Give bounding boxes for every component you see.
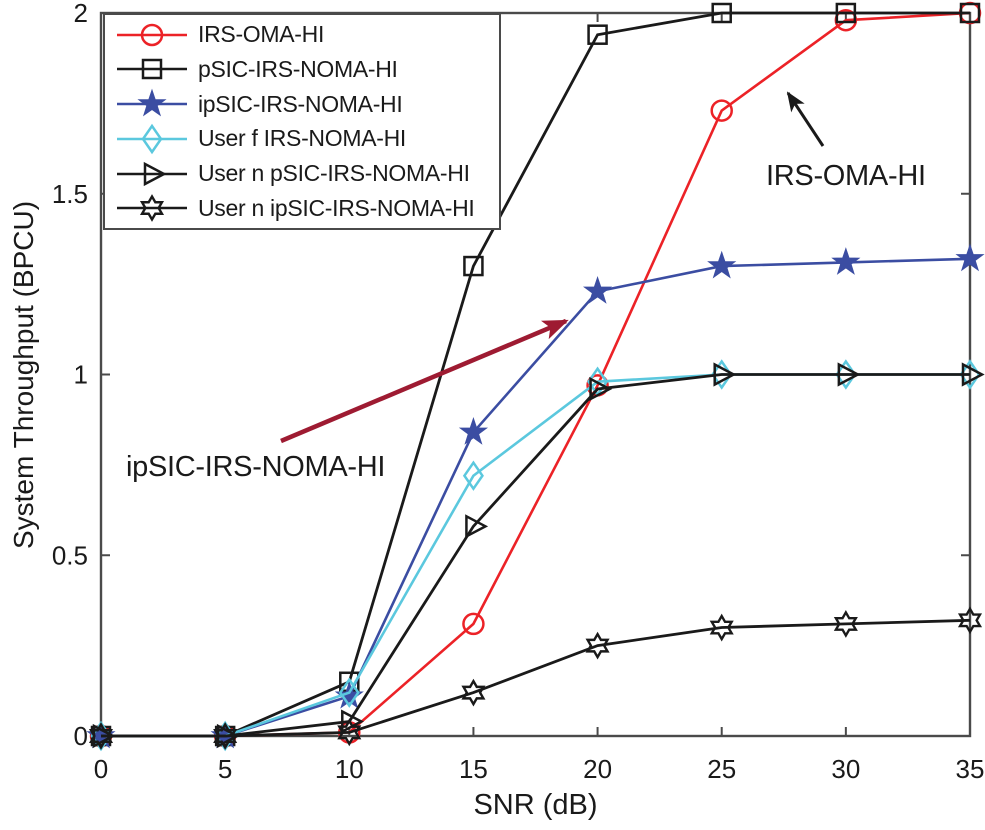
- star5-marker-sample-icon: [117, 88, 187, 117]
- square-marker-sample-icon: [117, 59, 187, 80]
- y-axis-label: System Throughput (BPCU): [8, 200, 39, 550]
- arrow-ipsic-irs-noma-hi: [280, 318, 569, 444]
- y-tick-label: 1: [74, 360, 88, 390]
- legend-label: ipSIC-IRS-NOMA-HI: [198, 90, 403, 117]
- legend-label: IRS-OMA-HI: [198, 21, 325, 48]
- x-tick-label: 25: [707, 754, 736, 784]
- hexagram-marker-sample-icon: [117, 194, 187, 223]
- series-User n pSIC-IRS-NOMA-HI: [92, 362, 985, 749]
- circle-marker-sample-icon: [117, 23, 187, 46]
- series-ipSIC-IRS-NOMA-HI: [86, 243, 985, 749]
- x-tick-label: 0: [94, 754, 108, 784]
- legend-item-4: User f IRS-NOMA-HI: [115, 122, 493, 156]
- legend-item-6: User n ipSIC-IRS-NOMA-HI: [115, 191, 493, 225]
- diamond-marker-sample-icon: [117, 123, 187, 155]
- legend-item-3: ipSIC-IRS-NOMA-HI: [115, 87, 493, 121]
- x-tick-label: 5: [218, 754, 232, 784]
- series-User n ipSIC-IRS-NOMA-HI: [88, 606, 983, 750]
- legend-item-2: pSIC-IRS-NOMA-HI: [115, 52, 493, 86]
- legend-label: User f IRS-NOMA-HI: [198, 125, 406, 152]
- triangle-right-marker-sample-icon: [117, 161, 187, 186]
- legend-item-5: User n pSIC-IRS-NOMA-HI: [115, 157, 493, 191]
- x-tick-label: 10: [335, 754, 364, 784]
- x-tick-label: 30: [831, 754, 860, 784]
- legend: IRS-OMA-HI pSIC-IRS-NOMA-HI ipSIC-IRS-NOMA…: [103, 13, 501, 230]
- legend-label: User n ipSIC-IRS-NOMA-HI: [198, 194, 475, 221]
- y-tick-label: 0.5: [52, 540, 88, 570]
- annotation-arrows: [280, 91, 825, 444]
- arrow-irs-oma-hi: [786, 91, 825, 147]
- x-tick-label: 35: [956, 754, 985, 784]
- tick-labels: 0 5 10 15 20 25 30 35 0 0.5 1 1.5 2: [52, 0, 985, 784]
- x-tick-label: 15: [459, 754, 488, 784]
- annotation-ipsic-irs-noma-hi: ipSIC-IRS-NOMA-HI: [126, 451, 386, 483]
- annotation-irs-oma-hi: IRS-OMA-HI: [766, 160, 926, 192]
- x-tick-label: 20: [583, 754, 612, 784]
- y-tick-label: 0: [74, 721, 88, 751]
- x-axis-label: SNR (dB): [473, 789, 598, 821]
- legend-label: User n pSIC-IRS-NOMA-HI: [198, 160, 470, 187]
- legend-label: pSIC-IRS-NOMA-HI: [198, 55, 398, 82]
- y-tick-label: 2: [74, 0, 88, 28]
- y-tick-label: 1.5: [52, 179, 88, 209]
- series-User f IRS-NOMA-HI: [90, 359, 981, 752]
- legend-item-1: IRS-OMA-HI: [115, 18, 493, 52]
